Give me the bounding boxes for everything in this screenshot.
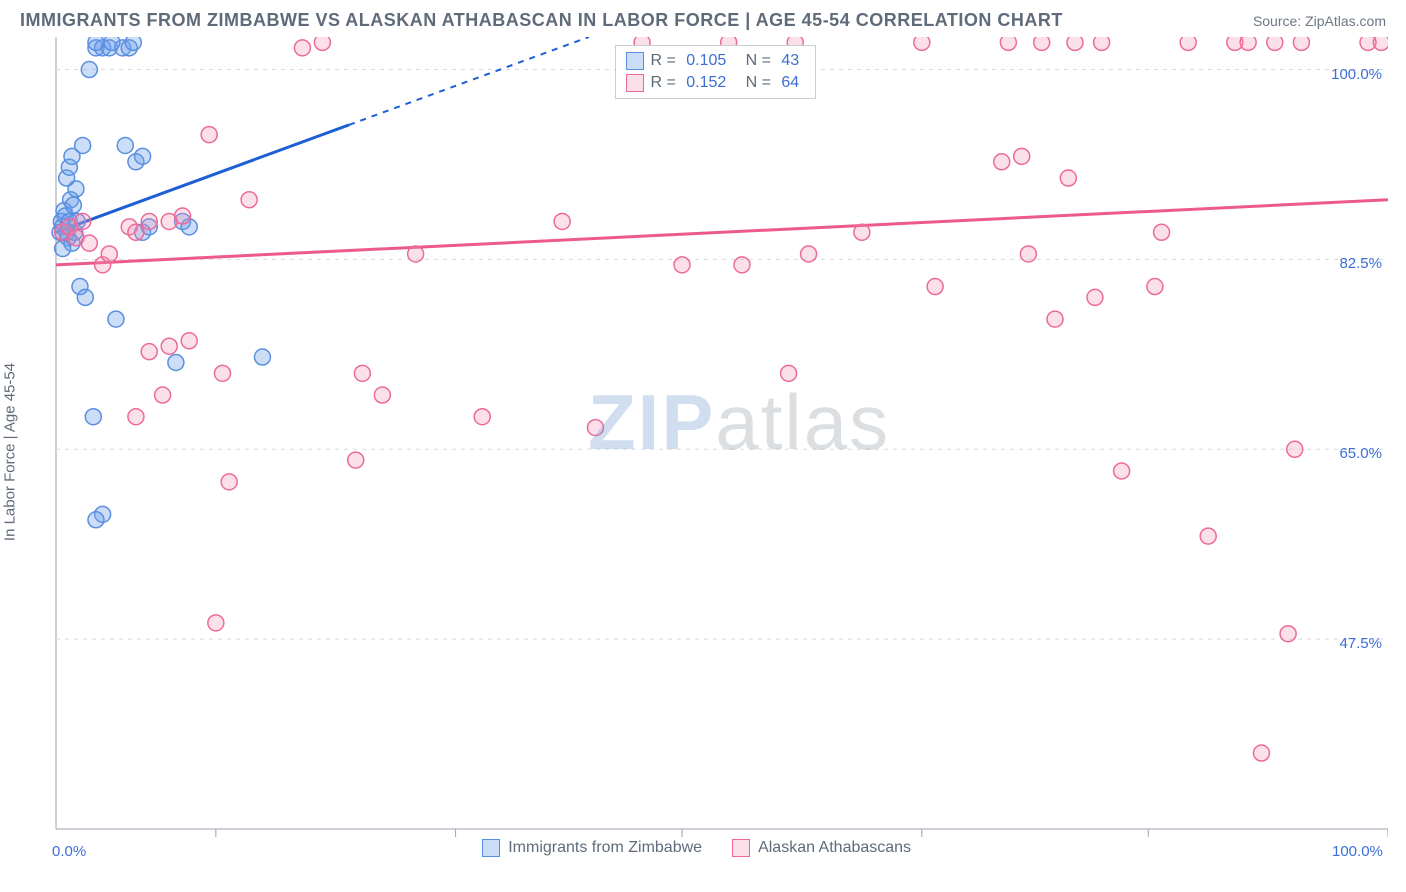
- legend-stats-text: R = 0.152 N = 64: [650, 74, 805, 92]
- legend-series-label: Alaskan Athabascans: [758, 839, 911, 857]
- y-tick-label: 65.0%: [1339, 445, 1382, 462]
- source-label: Source: ZipAtlas.com: [1253, 13, 1386, 29]
- chart-title: IMMIGRANTS FROM ZIMBABWE VS ALASKAN ATHA…: [20, 10, 1063, 31]
- legend-series-label: Immigrants from Zimbabwe: [508, 839, 702, 857]
- y-axis-label: In Labor Force | Age 45-54: [2, 363, 19, 541]
- series-legend: Immigrants from Zimbabwe Alaskan Athabasc…: [482, 839, 911, 857]
- legend-swatch: [732, 839, 750, 857]
- legend-swatch: [482, 839, 500, 857]
- legend-swatch: [626, 52, 644, 70]
- stats-legend: R = 0.105 N = 43 R = 0.152 N = 64: [615, 45, 816, 99]
- legend-swatch: [626, 74, 644, 92]
- y-tick-label: 100.0%: [1331, 66, 1382, 83]
- y-tick-label: 47.5%: [1339, 635, 1382, 652]
- plot-area: In Labor Force | Age 45-54 ZIPatlas 47.5…: [18, 37, 1388, 867]
- y-tick-label: 82.5%: [1339, 255, 1382, 272]
- legend-stats-text: R = 0.105 N = 43: [650, 52, 805, 70]
- x-tick-label: 0.0%: [52, 843, 86, 860]
- chart-svg: [18, 37, 1388, 867]
- x-tick-label: 100.0%: [1332, 843, 1383, 860]
